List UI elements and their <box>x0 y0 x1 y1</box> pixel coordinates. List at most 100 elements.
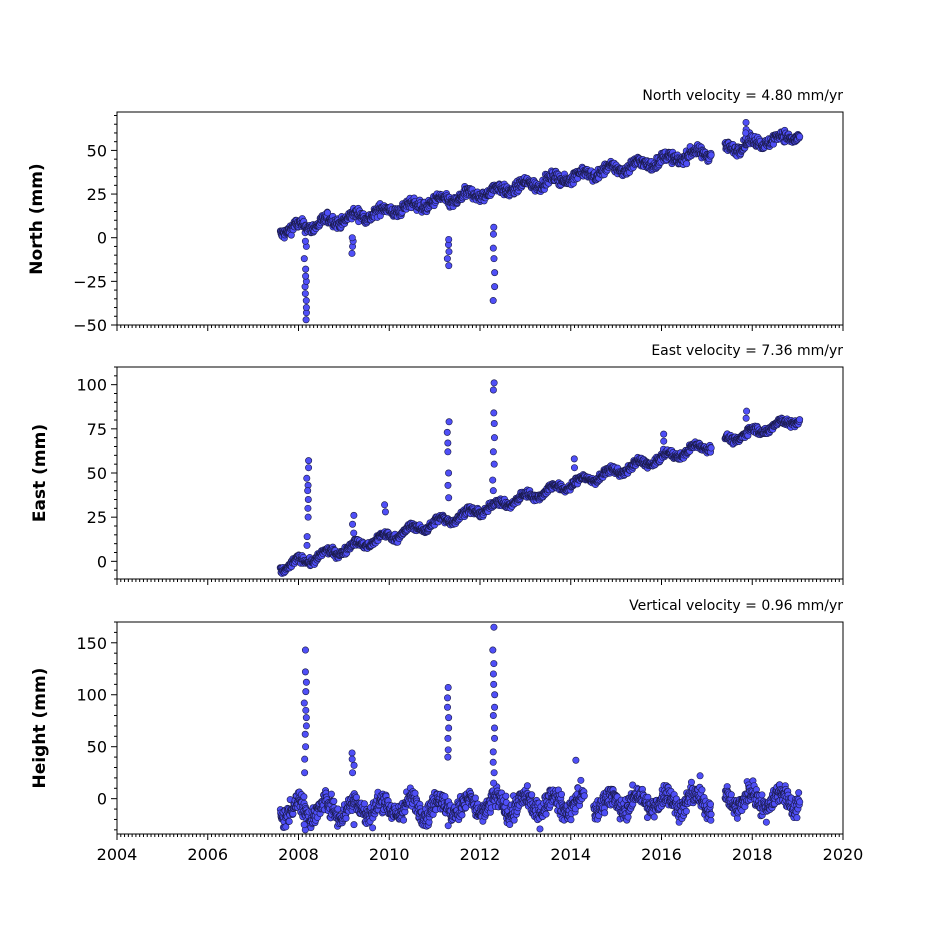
height-ylabel: Height (mm) <box>30 668 50 789</box>
east-outlier-point <box>304 495 312 503</box>
north-outlier-point <box>489 230 497 238</box>
east-ylabel: East (mm) <box>30 424 50 522</box>
height-outlier-point <box>302 678 310 686</box>
north-outlier-point <box>302 272 310 280</box>
east-outlier-point <box>490 409 498 417</box>
east-outlier-point <box>381 508 389 516</box>
height-data-point <box>327 790 335 798</box>
height-outlier-point <box>302 714 310 722</box>
height-outlier-point <box>350 761 358 769</box>
north-outlier-point <box>491 283 499 291</box>
east-ytick-label: 100 <box>76 376 107 395</box>
height-data-point <box>462 804 470 812</box>
height-outlier-point <box>444 734 452 742</box>
east-outlier-point <box>660 437 668 445</box>
height-data-point <box>506 820 514 828</box>
height-outlier-point <box>444 746 452 754</box>
east-outlier-point <box>489 448 497 456</box>
north-outlier-point <box>489 244 497 252</box>
height-outlier-point <box>490 680 498 688</box>
height-outlier-point <box>444 753 452 761</box>
north-velocity-title: North velocity = 4.80 mm/yr <box>642 88 843 104</box>
height-points <box>276 623 804 834</box>
height-data-point <box>707 816 715 824</box>
north-ytick-label: 0 <box>97 229 107 248</box>
east-outlier-point <box>349 520 357 528</box>
height-data-point <box>542 810 550 818</box>
north-outlier-point <box>348 249 356 257</box>
east-ytick-label: 75 <box>87 420 107 439</box>
east-outlier-point <box>490 379 498 387</box>
height-data-point <box>400 816 408 824</box>
north-outlier-point <box>490 255 498 263</box>
vertical-velocity-title: Vertical velocity = 0.96 mm/yr <box>629 598 843 614</box>
east-outlier-point <box>381 501 389 509</box>
height-panel: Vertical velocity = 0.96 mm/yr Height (m… <box>30 598 863 864</box>
north-plot-frame <box>116 111 844 326</box>
north-outlier-point <box>742 118 750 126</box>
height-outlier-point <box>348 749 356 757</box>
east-outlier-point <box>304 487 312 495</box>
north-outlier-point <box>301 237 309 245</box>
north-outlier-point <box>302 265 310 273</box>
east-ytick-label: 0 <box>97 552 107 571</box>
height-outlier-point <box>348 755 356 763</box>
height-data-point <box>330 797 338 805</box>
east-outlier-point <box>570 464 578 472</box>
north-points <box>276 118 804 324</box>
east-outlier-point <box>490 434 498 442</box>
north-outlier-point <box>491 269 499 277</box>
north-data-point <box>683 160 691 168</box>
height-outlier-point <box>301 755 309 763</box>
north-ytick-label: −25 <box>73 272 107 291</box>
height-data-point <box>762 818 770 826</box>
height-outlier-point <box>489 670 497 678</box>
height-data-point <box>795 789 803 797</box>
north-outlier-point <box>742 129 750 137</box>
east-ytick-label: 25 <box>87 508 107 527</box>
north-outlier-point <box>445 248 453 256</box>
north-outlier-point <box>445 262 453 270</box>
east-data-point <box>707 444 715 452</box>
height-outlier-point <box>349 769 357 777</box>
height-data-point <box>706 800 714 808</box>
height-outlier-point <box>300 821 308 829</box>
height-data-point <box>577 776 585 784</box>
height-outlier-point <box>444 683 452 691</box>
east-outlier-point <box>444 439 452 447</box>
north-outlier-point <box>302 316 310 324</box>
north-ylabel: North (mm) <box>27 163 47 274</box>
height-data-point <box>528 791 536 799</box>
height-data-point <box>687 778 695 786</box>
east-outlier-point <box>303 533 311 541</box>
height-data-point <box>698 786 706 794</box>
height-data-point <box>536 825 544 833</box>
east-panel: East velocity = 7.36 mm/yr East (mm) 025… <box>30 343 844 585</box>
height-data-point <box>793 814 801 822</box>
height-data-point <box>502 792 510 800</box>
height-outlier-point <box>302 743 310 751</box>
height-outlier-point <box>302 688 310 696</box>
height-outlier-point <box>445 714 453 722</box>
height-data-point <box>682 807 690 815</box>
height-outlier-point <box>491 691 499 699</box>
height-data-point <box>707 810 715 818</box>
height-data-point <box>300 793 308 801</box>
height-data-point <box>558 790 566 798</box>
north-data-point <box>324 209 332 217</box>
height-outlier-point <box>490 660 498 668</box>
north-panel: North velocity = 4.80 mm/yr North (mm) −… <box>27 88 844 335</box>
height-data-point <box>796 798 804 806</box>
height-outlier-point <box>302 722 310 730</box>
east-outlier-point <box>305 457 313 465</box>
east-outlier-point <box>303 474 311 482</box>
north-outlier-point <box>348 234 356 242</box>
height-data-point <box>567 816 575 824</box>
east-data-point <box>796 416 804 424</box>
height-data-point <box>510 816 518 824</box>
north-ytick-label: 50 <box>87 141 107 160</box>
height-outlier-point <box>445 724 453 732</box>
east-outlier-point <box>489 487 497 495</box>
height-outlier-point <box>301 769 309 777</box>
